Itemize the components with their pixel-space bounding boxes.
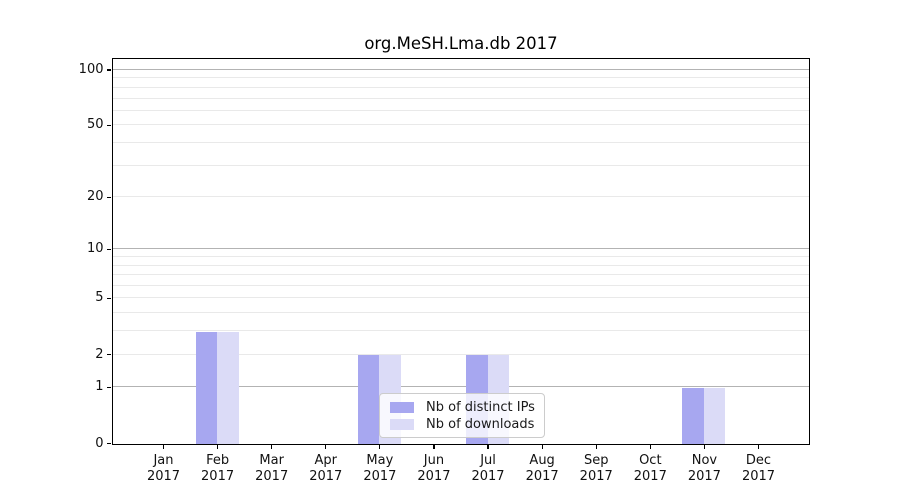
x-tick-year: 2017	[633, 469, 667, 484]
legend-item-downloads: Nb of downloads	[390, 416, 535, 432]
x-tick-mark	[703, 445, 705, 449]
x-tick-year: 2017	[741, 469, 776, 484]
downloads-swatch-icon	[390, 418, 414, 430]
y-tick-mark	[107, 196, 111, 198]
x-tick-mark	[271, 445, 273, 449]
y-tick-mark	[107, 386, 111, 388]
minor-gridline	[113, 97, 809, 99]
x-tick-year: 2017	[363, 469, 397, 484]
minor-gridline	[113, 86, 809, 88]
minor-gridline	[113, 312, 809, 314]
x-tick-month: Jan	[153, 452, 174, 468]
x-tick-month: Sep	[583, 452, 609, 468]
minor-gridline	[113, 274, 809, 276]
legend-item-distinct-ips: Nb of distinct IPs	[390, 399, 535, 415]
minor-gridline	[113, 109, 809, 111]
major-gridline	[113, 248, 809, 250]
x-tick-mark	[595, 445, 597, 449]
x-tick-label-feb: Feb 2017	[186, 453, 250, 486]
x-tick-month: Feb	[206, 452, 230, 468]
x-tick-mark	[325, 445, 327, 449]
x-tick-mark	[541, 445, 543, 449]
y-tick-mark	[107, 124, 111, 126]
y-tick-mark	[107, 297, 111, 300]
x-tick-month: May	[366, 452, 394, 468]
minor-gridline	[113, 256, 809, 258]
x-tick-label-sep: Sep 2017	[564, 453, 628, 486]
plot-area	[112, 58, 810, 445]
y-tick-label: 50	[86, 117, 104, 133]
bar-feb-downloads	[217, 331, 239, 444]
y-tick-mark	[107, 353, 111, 356]
plot-canvas	[113, 59, 809, 444]
minor-gridline	[113, 264, 809, 266]
y-tick-label: 5	[95, 290, 104, 306]
x-tick-year: 2017	[255, 469, 289, 484]
chart-title: org.MeSH.Lma.db 2017	[364, 34, 558, 53]
x-tick-month: Aug	[529, 452, 555, 468]
x-tick-label-dec: Dec 2017	[727, 453, 791, 486]
y-tick-mark	[107, 248, 111, 251]
x-tick-month: Nov	[691, 452, 718, 468]
y-tick-label: 1	[95, 379, 104, 395]
x-tick-month: Jun	[423, 452, 445, 468]
x-tick-label-jan: Jan 2017	[132, 453, 196, 486]
y-tick-label: 0	[95, 435, 104, 451]
x-tick-mark	[487, 445, 489, 449]
x-tick-year: 2017	[579, 469, 613, 484]
x-tick-label-mar: Mar 2017	[240, 453, 304, 486]
y-tick-label: 100	[78, 62, 104, 77]
minor-gridline	[113, 141, 809, 143]
x-tick-mark	[162, 445, 165, 449]
x-tick-mark	[649, 445, 651, 449]
x-tick-year: 2017	[525, 469, 559, 484]
legend-label: Nb of downloads	[426, 416, 535, 432]
x-tick-year: 2017	[146, 469, 181, 484]
y-tick-label: 2	[95, 346, 104, 362]
x-tick-year: 2017	[687, 469, 721, 484]
minor-gridline	[113, 77, 809, 79]
distinct-ips-swatch-icon	[390, 401, 414, 413]
minor-gridline	[113, 330, 809, 332]
bar-nov-distinct-ips	[682, 387, 704, 444]
x-tick-month: Jul	[480, 452, 496, 468]
y-tick-label: 20	[86, 189, 104, 205]
bar-feb-distinct-ips	[195, 331, 218, 444]
x-tick-month: Oct	[639, 452, 662, 468]
x-tick-year: 2017	[417, 469, 451, 484]
minor-gridline	[113, 164, 809, 166]
x-tick-mark	[757, 445, 760, 449]
x-tick-label-jun: Jun 2017	[402, 453, 466, 486]
x-tick-label-nov: Nov 2017	[672, 453, 736, 486]
x-tick-mark	[216, 445, 219, 449]
legend-label: Nb of distinct IPs	[426, 399, 535, 415]
major-gridline	[113, 386, 809, 388]
minor-gridline	[113, 285, 809, 287]
x-tick-year: 2017	[201, 469, 235, 484]
x-tick-month: Mar	[259, 452, 284, 468]
x-tick-label-may: May 2017	[348, 453, 412, 486]
y-tick-mark	[107, 69, 111, 71]
x-tick-year: 2017	[309, 469, 343, 484]
x-tick-label-jul: Jul 2017	[456, 453, 520, 486]
y-tick-label: 10	[86, 241, 104, 257]
bar-nov-downloads	[703, 387, 726, 444]
x-tick-label-apr: Apr 2017	[294, 453, 358, 486]
minor-gridline	[113, 196, 809, 198]
minor-gridline	[113, 353, 809, 355]
minor-gridline	[113, 124, 809, 126]
y-tick-mark	[107, 442, 111, 445]
x-tick-label-oct: Oct 2017	[618, 453, 682, 486]
x-tick-mark	[433, 445, 435, 449]
x-tick-year: 2017	[471, 469, 505, 484]
major-gridline	[113, 69, 809, 70]
x-tick-month: Dec	[745, 452, 772, 468]
legend: Nb of distinct IPs Nb of downloads	[379, 393, 545, 438]
bar-may-distinct-ips	[357, 355, 380, 444]
x-tick-mark	[379, 445, 381, 449]
minor-gridline	[113, 297, 809, 299]
x-tick-month: Apr	[314, 452, 338, 468]
x-tick-label-aug: Aug 2017	[510, 453, 574, 486]
